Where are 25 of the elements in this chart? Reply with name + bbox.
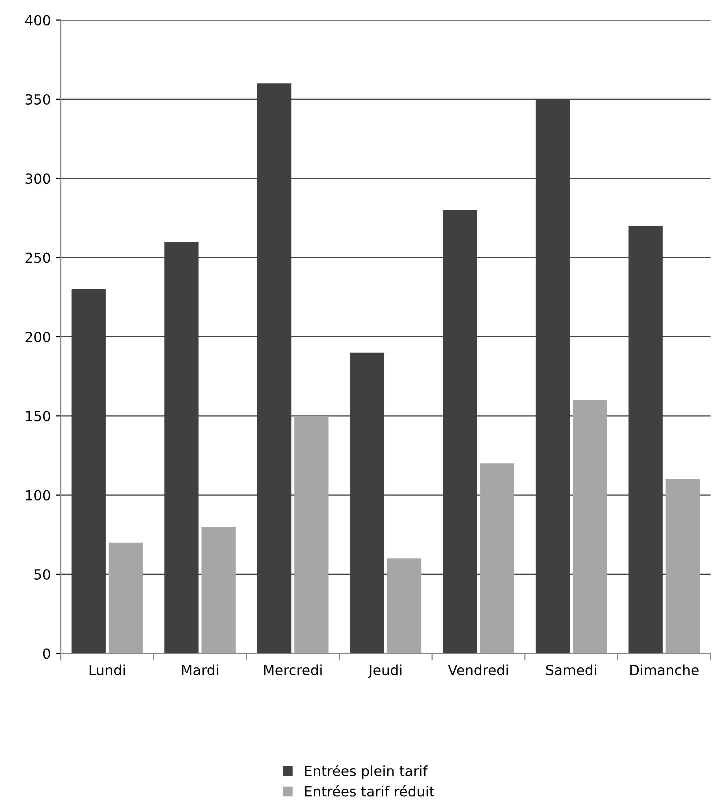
y-tick-label: 400: [25, 15, 50, 26]
y-tick-label: 250: [26, 252, 50, 264]
bar: [666, 479, 700, 654]
x-tick-label: Mercredi: [264, 664, 322, 676]
bar: [480, 464, 514, 654]
y-tick-label: 200: [26, 332, 50, 342]
bar: [202, 526, 236, 654]
y-tick-label: 100: [26, 490, 50, 501]
legend-label: Entrées plein tarif: [305, 765, 428, 780]
y-tick-label: 350: [26, 94, 50, 105]
bar: [573, 400, 608, 654]
bar: [387, 558, 422, 654]
bar: [294, 416, 329, 654]
y-tick-label: 50: [34, 569, 50, 580]
x-tick-label: Dimanche: [630, 664, 699, 676]
x-tick-label: Samedi: [546, 664, 596, 676]
y-tick-label: 300: [26, 174, 50, 184]
y-tick-label: 0: [43, 648, 50, 660]
y-tick-label: 150: [26, 411, 50, 422]
x-tick-label: Mardi: [182, 664, 218, 676]
bar: [108, 542, 144, 654]
legend-label: Entrées tarif réduit: [305, 786, 435, 797]
x-tick-label: Lundi: [90, 664, 126, 676]
x-tick-label: Jeudi: [368, 664, 402, 678]
x-tick-label: Vendredi: [448, 664, 508, 676]
